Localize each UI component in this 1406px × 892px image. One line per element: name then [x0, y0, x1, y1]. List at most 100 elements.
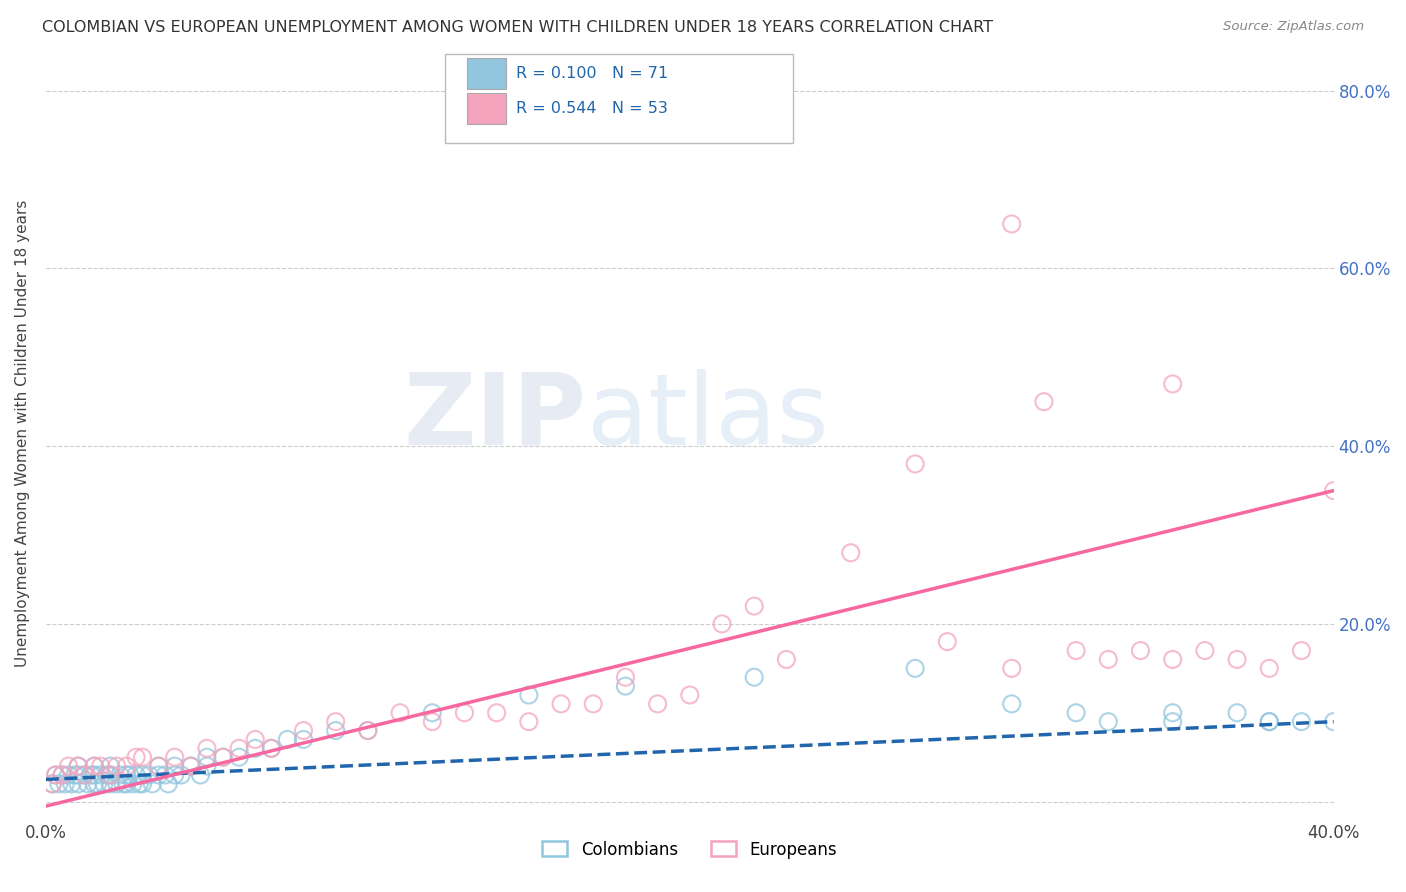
- Point: [775, 652, 797, 666]
- Point: [90, 759, 112, 773]
- Point: [108, 768, 131, 782]
- Point: [1194, 643, 1216, 657]
- Point: [1323, 483, 1346, 498]
- Point: [48, 777, 70, 791]
- Point: [195, 741, 218, 756]
- Point: [1291, 714, 1313, 729]
- Point: [45, 768, 67, 782]
- Point: [1226, 706, 1249, 720]
- Point: [1129, 643, 1152, 657]
- Point: [245, 732, 267, 747]
- Point: [180, 759, 202, 773]
- Point: [98, 759, 121, 773]
- Point: [325, 723, 347, 738]
- Point: [276, 732, 298, 747]
- Point: [93, 777, 115, 791]
- Point: [170, 768, 193, 782]
- Point: [420, 714, 443, 729]
- Point: [1032, 394, 1054, 409]
- Point: [228, 741, 250, 756]
- Point: [190, 768, 212, 782]
- Point: [292, 723, 315, 738]
- Point: [41, 777, 63, 791]
- Text: R = 0.544   N = 53: R = 0.544 N = 53: [516, 102, 668, 117]
- Point: [76, 777, 98, 791]
- Text: R = 0.100   N = 71: R = 0.100 N = 71: [516, 66, 668, 80]
- Point: [1097, 714, 1119, 729]
- Point: [453, 706, 475, 720]
- Point: [141, 777, 163, 791]
- Point: [260, 741, 283, 756]
- Point: [1258, 714, 1281, 729]
- Point: [195, 750, 218, 764]
- Point: [58, 759, 80, 773]
- Point: [51, 768, 73, 782]
- Point: [904, 661, 927, 675]
- Point: [711, 616, 734, 631]
- FancyBboxPatch shape: [446, 54, 793, 143]
- Point: [936, 634, 959, 648]
- Point: [550, 697, 572, 711]
- Point: [98, 768, 121, 782]
- Point: [105, 777, 128, 791]
- Point: [517, 688, 540, 702]
- Point: [67, 759, 90, 773]
- Point: [131, 750, 153, 764]
- Point: [138, 768, 160, 782]
- Point: [90, 768, 112, 782]
- Point: [163, 759, 186, 773]
- Point: [679, 688, 702, 702]
- Point: [1161, 706, 1184, 720]
- Point: [45, 768, 67, 782]
- Point: [1161, 376, 1184, 391]
- Point: [325, 714, 347, 729]
- Point: [904, 457, 927, 471]
- Point: [98, 777, 121, 791]
- Point: [67, 759, 90, 773]
- Point: [148, 768, 170, 782]
- Point: [1161, 714, 1184, 729]
- Point: [485, 706, 508, 720]
- Point: [1064, 643, 1087, 657]
- Point: [742, 670, 765, 684]
- Point: [122, 777, 145, 791]
- Point: [112, 777, 135, 791]
- Point: [125, 768, 148, 782]
- Point: [357, 723, 380, 738]
- Point: [96, 768, 118, 782]
- Point: [260, 741, 283, 756]
- Point: [131, 777, 153, 791]
- Point: [357, 723, 380, 738]
- Point: [1226, 652, 1249, 666]
- Point: [128, 777, 150, 791]
- Point: [420, 706, 443, 720]
- Point: [517, 714, 540, 729]
- Point: [292, 732, 315, 747]
- Point: [1323, 714, 1346, 729]
- Point: [228, 750, 250, 764]
- Point: [1001, 217, 1024, 231]
- Point: [67, 777, 90, 791]
- Point: [73, 768, 96, 782]
- Point: [125, 750, 148, 764]
- Point: [212, 750, 235, 764]
- Point: [131, 768, 153, 782]
- Point: [41, 777, 63, 791]
- Point: [1258, 661, 1281, 675]
- Point: [105, 759, 128, 773]
- Point: [63, 768, 86, 782]
- Point: [153, 768, 176, 782]
- Point: [67, 768, 90, 782]
- Point: [83, 768, 105, 782]
- Point: [614, 679, 637, 693]
- Point: [80, 768, 103, 782]
- Point: [115, 777, 138, 791]
- Point: [1258, 714, 1281, 729]
- Point: [1097, 652, 1119, 666]
- Point: [212, 750, 235, 764]
- Text: ZIP: ZIP: [404, 369, 586, 466]
- Point: [582, 697, 605, 711]
- Point: [647, 697, 669, 711]
- Point: [1064, 706, 1087, 720]
- Point: [157, 777, 180, 791]
